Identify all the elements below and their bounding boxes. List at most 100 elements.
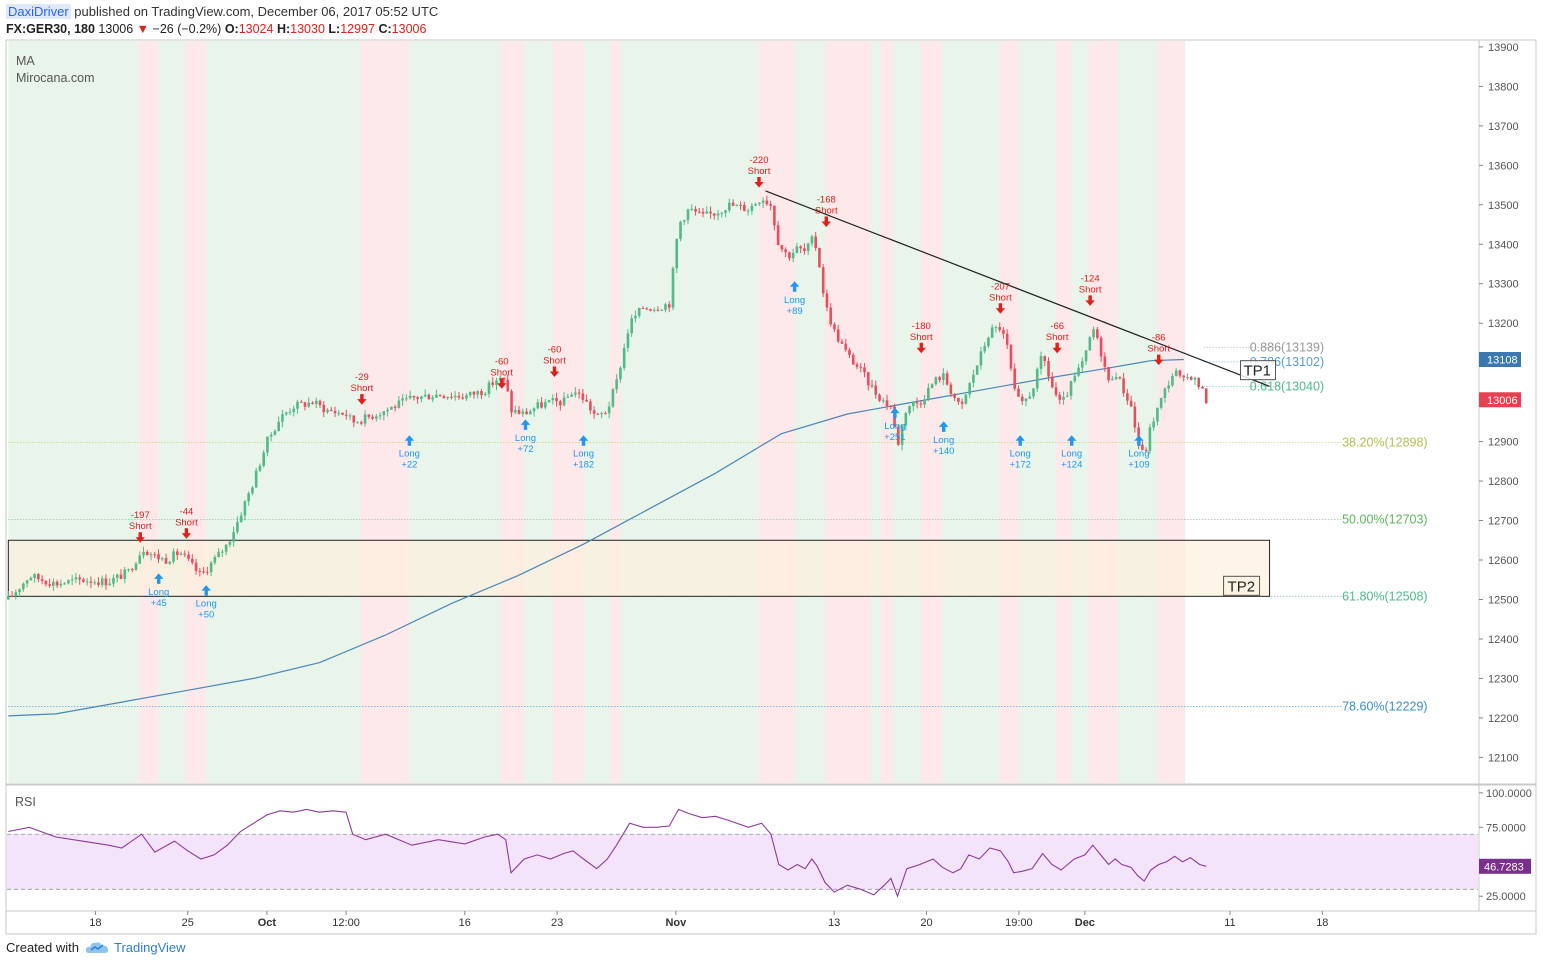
candle[interactable] <box>457 395 461 398</box>
candle[interactable] <box>232 532 235 542</box>
candle[interactable] <box>1081 361 1084 368</box>
candle[interactable] <box>375 416 378 419</box>
candles[interactable] <box>7 195 1208 600</box>
candle[interactable] <box>1032 388 1035 397</box>
candle[interactable] <box>363 414 367 424</box>
candle[interactable] <box>311 402 314 404</box>
candle[interactable] <box>472 391 476 395</box>
candle[interactable] <box>739 204 742 206</box>
candle[interactable] <box>52 581 55 586</box>
candle[interactable] <box>142 551 145 556</box>
candle[interactable] <box>371 416 374 419</box>
candle[interactable] <box>562 397 566 406</box>
candle[interactable] <box>957 397 960 402</box>
candle[interactable] <box>716 213 720 216</box>
candle[interactable] <box>333 410 337 414</box>
candle[interactable] <box>138 555 142 564</box>
candle[interactable] <box>40 579 44 581</box>
candle[interactable] <box>55 581 59 586</box>
candle[interactable] <box>480 391 483 396</box>
candle[interactable] <box>1020 396 1024 402</box>
candle[interactable] <box>202 571 205 573</box>
candle[interactable] <box>1201 386 1204 389</box>
candle[interactable] <box>724 210 727 213</box>
candle[interactable] <box>581 393 585 400</box>
candle[interactable] <box>104 578 108 586</box>
candle[interactable] <box>840 341 844 344</box>
candle[interactable] <box>596 413 600 415</box>
candle[interactable] <box>164 558 168 564</box>
rsi-pane[interactable]: RSI <box>5 784 1480 912</box>
candle[interactable] <box>1050 376 1054 388</box>
candle[interactable] <box>806 243 810 252</box>
candle[interactable] <box>930 384 934 389</box>
candle[interactable] <box>788 252 791 259</box>
candle[interactable] <box>228 541 232 545</box>
candle[interactable] <box>491 382 495 385</box>
candle[interactable] <box>25 580 29 584</box>
candle[interactable] <box>1107 367 1110 381</box>
candle[interactable] <box>712 213 716 216</box>
candle[interactable] <box>983 346 986 352</box>
candle[interactable] <box>115 574 119 578</box>
candle[interactable] <box>525 411 528 415</box>
candle[interactable] <box>825 293 829 308</box>
candle[interactable] <box>743 204 746 211</box>
candle[interactable] <box>697 211 701 213</box>
candle[interactable] <box>960 401 964 404</box>
candle[interactable] <box>251 487 254 494</box>
candle[interactable] <box>592 410 596 414</box>
price-pane[interactable]: 0.886(13139)0.786(13102)0.618(13040)38.2… <box>5 39 1480 785</box>
candle[interactable] <box>675 238 679 269</box>
candle[interactable] <box>521 411 525 414</box>
candle[interactable] <box>1189 377 1193 380</box>
candle[interactable] <box>878 394 881 401</box>
candle[interactable] <box>679 221 682 239</box>
candle[interactable] <box>754 204 757 206</box>
candle[interactable] <box>866 372 870 386</box>
candle[interactable] <box>547 400 551 403</box>
candle[interactable] <box>919 403 923 405</box>
candle[interactable] <box>296 401 299 409</box>
candle[interactable] <box>97 582 100 585</box>
candle[interactable] <box>176 551 179 555</box>
candle[interactable] <box>502 377 506 380</box>
candle[interactable] <box>149 554 153 556</box>
candle[interactable] <box>453 395 457 398</box>
candle[interactable] <box>686 209 690 221</box>
candle[interactable] <box>900 425 904 445</box>
candle[interactable] <box>37 574 40 580</box>
symbol-name[interactable]: FX:GER30, 180 <box>6 22 95 36</box>
candle[interactable] <box>589 401 592 411</box>
candle[interactable] <box>337 412 341 414</box>
candle[interactable] <box>795 246 799 253</box>
candle[interactable] <box>273 431 277 435</box>
candle[interactable] <box>465 395 468 399</box>
candle[interactable] <box>994 327 998 329</box>
candle[interactable] <box>269 434 273 437</box>
candle[interactable] <box>405 398 408 400</box>
candle[interactable] <box>348 415 352 417</box>
candle[interactable] <box>904 413 908 426</box>
candle[interactable] <box>314 400 318 404</box>
candle[interactable] <box>258 465 262 471</box>
candle[interactable] <box>160 558 164 560</box>
candle[interactable] <box>566 396 570 398</box>
candle[interactable] <box>67 580 70 584</box>
tp2-zone-box[interactable] <box>7 539 1271 597</box>
candle[interactable] <box>299 401 303 403</box>
candle[interactable] <box>791 252 795 259</box>
candle[interactable] <box>194 562 198 571</box>
candle[interactable] <box>656 309 660 311</box>
candle[interactable] <box>607 406 611 414</box>
candle[interactable] <box>1174 370 1178 377</box>
candle[interactable] <box>927 388 930 400</box>
candle[interactable] <box>476 391 480 395</box>
candle[interactable] <box>885 400 889 407</box>
candle[interactable] <box>611 389 615 407</box>
candle[interactable] <box>833 324 836 330</box>
candle[interactable] <box>1129 400 1133 407</box>
tradingview-brand[interactable]: TradingView <box>85 940 186 955</box>
candle[interactable] <box>1058 394 1062 400</box>
candle[interactable] <box>1156 407 1159 422</box>
